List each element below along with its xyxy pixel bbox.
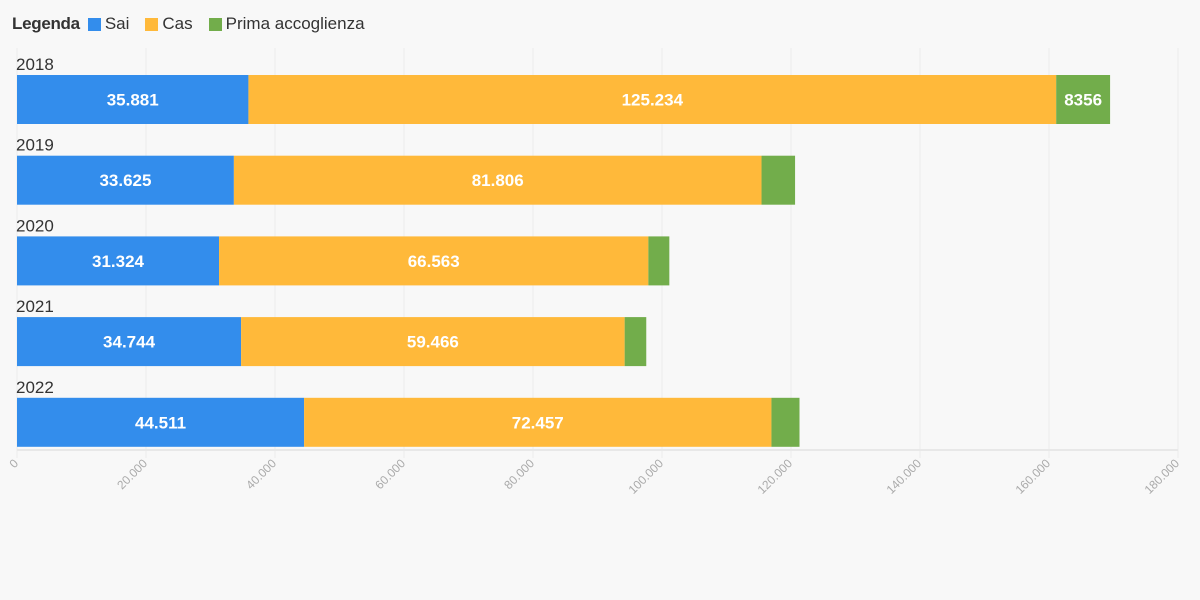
data-label: 31.324 xyxy=(92,252,145,271)
bar-segment-sai[interactable] xyxy=(17,397,305,447)
x-tick-label: 160.000 xyxy=(1013,456,1054,497)
x-tick-label: 180.000 xyxy=(1142,456,1183,497)
legend-swatch-sai xyxy=(87,17,101,31)
data-label: 66.563 xyxy=(408,252,460,271)
bar-segment-cas[interactable] xyxy=(248,75,1057,124)
x-tick-label: 100.000 xyxy=(626,456,667,497)
x-tick-label: 120.000 xyxy=(755,456,796,497)
x-axis: 0 20.000 40.000 60.000 80.000 100.000 120.000 1… xyxy=(6,449,1183,497)
bar-segment-sai[interactable] xyxy=(17,75,249,124)
bar-segment-cas[interactable] xyxy=(241,317,625,367)
legend: Legenda Sai Cas Prima accoglienza xyxy=(12,13,381,35)
x-tick-label: 60.000 xyxy=(372,456,408,492)
bar-segment-prima-accoglienza[interactable] xyxy=(761,155,796,205)
data-label: 59.466 xyxy=(407,333,459,352)
x-tick-label: 80.000 xyxy=(501,456,537,492)
bars: 2018 35.881 125.234 8356 2019 33.625 81.806 202… xyxy=(16,55,1111,447)
legend-item-sai[interactable]: Sai xyxy=(87,14,130,34)
legend-title: Legenda xyxy=(12,14,80,33)
category-label: 2021 xyxy=(16,297,54,316)
legend-label-sai: Sai xyxy=(104,14,130,33)
data-label: 33.625 xyxy=(99,171,151,190)
legend-label-cas: Cas xyxy=(162,14,193,33)
data-label: 72.457 xyxy=(512,413,564,432)
x-tick-label: 140.000 xyxy=(884,456,925,497)
x-tick-label: 40.000 xyxy=(243,456,279,492)
data-label: 81.806 xyxy=(472,171,524,190)
data-label: 125.234 xyxy=(622,91,684,110)
legend-item-prima-accoglienza[interactable]: Prima accoglienza xyxy=(208,14,365,34)
category-label: 2020 xyxy=(16,216,54,235)
x-tick-label: 20.000 xyxy=(114,456,150,492)
category-label: 2022 xyxy=(16,378,54,397)
bar-segment-sai[interactable] xyxy=(17,317,242,367)
data-label: 34.744 xyxy=(103,333,156,352)
bar-segment-cas[interactable] xyxy=(219,236,649,286)
category-label: 2018 xyxy=(16,55,54,74)
data-label: 44.511 xyxy=(135,413,186,432)
bar-segment-cas[interactable] xyxy=(233,155,762,205)
data-label: 35.881 xyxy=(107,91,159,110)
bar-segment-cas[interactable] xyxy=(304,397,772,447)
bar-segment-prima-accoglienza[interactable] xyxy=(771,397,800,447)
bar-segment-prima-accoglienza[interactable] xyxy=(1056,75,1111,124)
bar-segment-prima-accoglienza[interactable] xyxy=(648,236,670,286)
bar-segment-sai[interactable] xyxy=(17,236,220,286)
category-label: 2019 xyxy=(16,136,54,155)
legend-item-cas[interactable]: Cas xyxy=(145,14,193,34)
legend-swatch-prima-accoglienza xyxy=(208,17,222,31)
legend-swatch-cas xyxy=(145,17,159,31)
x-tick-label: 0 xyxy=(6,456,21,471)
data-label: 8356 xyxy=(1064,91,1102,110)
bar-segment-sai[interactable] xyxy=(17,155,234,205)
legend-label-prima-accoglienza: Prima accoglienza xyxy=(225,14,365,33)
bar-segment-prima-accoglienza[interactable] xyxy=(624,317,647,367)
